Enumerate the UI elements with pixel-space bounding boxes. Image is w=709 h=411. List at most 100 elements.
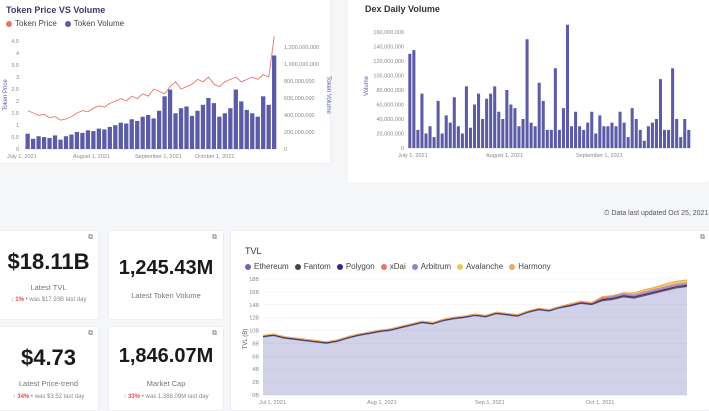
legend-item-token-price[interactable]: Token Price — [6, 19, 57, 28]
y-tick: 20,000,000 — [376, 132, 404, 138]
legend-dot — [6, 20, 12, 27]
expand-icon[interactable]: ⧉ — [88, 234, 93, 241]
expand-icon[interactable]: ⧉ — [88, 330, 93, 337]
x-tick: July 1, 2021 — [398, 153, 428, 159]
volume-bar — [272, 55, 277, 149]
y-tick: 80,000,000 — [376, 88, 404, 94]
dex-volume-bar — [505, 90, 509, 148]
dex-volume-bar — [570, 126, 574, 148]
dex-volume-bar — [578, 126, 582, 148]
dex-volume-bar — [460, 133, 464, 148]
dex-volume-bar — [598, 115, 602, 148]
dex-volume-bar — [671, 68, 675, 148]
dex-volume-bar — [618, 111, 622, 148]
volume-bar — [135, 120, 140, 149]
price-volume-title: Token Price VS Volume — [6, 5, 106, 15]
legend-item-polygon[interactable]: Polygon — [336, 262, 375, 271]
y-tick: 4B — [252, 367, 259, 373]
volume-bar — [91, 131, 96, 149]
volume-bar — [146, 115, 151, 149]
dex-volume-bar — [667, 129, 671, 148]
price-volume-chart: 4.5 4 3.5 3 2.5 2 1.5 1 0.5 0 1,200,000,000 1,000,0… — [3, 36, 331, 160]
volume-bar — [80, 132, 85, 149]
kpi-label: Latest Price-trend — [18, 379, 79, 388]
dex-volume-bar — [610, 122, 614, 148]
dex-daily-title: Dex Daily Volume — [365, 4, 440, 14]
dex-volume-bar — [586, 122, 590, 148]
volume-bar — [250, 113, 255, 149]
dex-volume-bar — [517, 126, 521, 148]
volume-bar — [69, 134, 74, 149]
dex-volume-bar — [541, 100, 545, 148]
volume-bar — [156, 110, 162, 149]
volume-bar — [173, 113, 178, 149]
y-axis-label: Volume — [364, 75, 370, 96]
y-tick: 100,000,000 — [373, 74, 404, 80]
expand-icon[interactable]: ⧉ — [212, 234, 217, 241]
dex-volume-bar — [485, 98, 489, 148]
volume-bar — [162, 96, 167, 149]
dex-volume-bar — [408, 53, 412, 148]
dex-volume-bar — [549, 129, 553, 148]
legend-item-xdai[interactable]: xDai — [380, 262, 406, 271]
dex-volume-bar — [416, 129, 420, 148]
tvl-line-harmony — [262, 279, 688, 343]
legend-item-ethereum[interactable]: Ethereum — [245, 262, 289, 271]
volume-bar — [233, 89, 238, 149]
dex-volume-bar — [452, 97, 456, 148]
y-tick: 40,000,000 — [376, 117, 404, 123]
y-tick: 140,000,000 — [373, 45, 404, 51]
dex-volume-bar — [553, 68, 557, 148]
kpi-value: $18.11B — [7, 249, 90, 274]
expand-icon[interactable]: ⧉ — [700, 234, 705, 241]
tvl-legend: Ethereum Fantom Polygon xDai Arbitrum Av… — [245, 262, 551, 271]
volume-bar — [255, 116, 260, 149]
kpi-value: $4.73 — [20, 345, 77, 370]
kpi-label: Latest TVL — [30, 283, 67, 292]
dex-volume-bar — [537, 82, 541, 148]
dex-volume-bar — [565, 24, 570, 148]
y-left-tick: 3 — [16, 75, 19, 81]
kpi-label: Market Cap — [146, 379, 186, 388]
expand-icon[interactable]: ⧉ — [212, 330, 217, 337]
y-right-tick: 400,000,000 — [284, 113, 315, 119]
volume-bar — [30, 138, 36, 149]
y-left-tick: 4.5 — [11, 39, 19, 45]
volume-bar — [25, 133, 30, 149]
price-volume-card: Token Price VS Volume Token Price Token … — [0, 0, 331, 164]
kpi-change: ↑ 33% • was 1,388.09M last day — [123, 394, 209, 400]
volume-bar — [96, 128, 101, 149]
dex-volume-bar — [663, 129, 667, 148]
dex-volume-bar — [509, 104, 513, 148]
legend-item-token-volume[interactable]: Token Volume — [64, 19, 124, 28]
y-right-tick: 200,000,000 — [284, 130, 315, 136]
legend-item-avalanche[interactable]: Avalanche — [456, 262, 503, 271]
dex-volume-bar — [658, 79, 662, 148]
dex-volume-bar — [683, 119, 687, 148]
kpi-change: ↑ 34% • was $3.52 last day — [12, 394, 85, 400]
dex-volume-bar — [513, 108, 517, 148]
x-tick: Aug 1, 2021 — [367, 400, 397, 406]
volume-bar — [261, 96, 266, 149]
volume-bar — [107, 126, 112, 149]
token-price-line — [27, 36, 275, 121]
dex-volume-bar — [574, 111, 578, 148]
dex-volume-bar — [501, 119, 505, 148]
dex-volume-bar — [642, 140, 646, 148]
y-left-axis-label: Token Price — [3, 79, 9, 111]
volume-bar — [244, 109, 249, 149]
dex-volume-bar — [654, 119, 658, 148]
dex-volume-bar — [521, 119, 525, 148]
dex-volume-bar — [687, 129, 691, 148]
x-tick: August 1, 2021 — [73, 154, 110, 160]
legend-item-harmony[interactable]: Harmony — [509, 262, 551, 271]
legend-item-fantom[interactable]: Fantom — [294, 262, 331, 271]
dex-volume-bar — [481, 119, 485, 148]
legend-item-arbitrum[interactable]: Arbitrum — [411, 262, 451, 271]
volume-bar — [140, 116, 145, 149]
dex-volume-bar — [464, 86, 468, 148]
volume-bar — [113, 125, 118, 149]
dex-volume-bar — [614, 126, 618, 148]
y-tick: 6B — [252, 354, 259, 360]
kpi-token-volume-card: ⧉ 1,245.43M Latest Token Volume — [108, 230, 224, 320]
